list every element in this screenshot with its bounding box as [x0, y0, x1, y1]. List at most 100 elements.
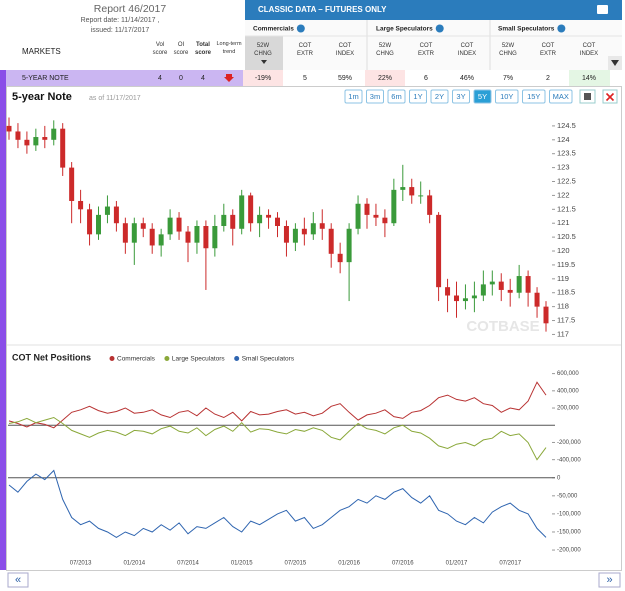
- y-tick-label: 0: [557, 475, 561, 481]
- y-tick-label: 400,000: [557, 388, 579, 394]
- y-tick-label: -200,000: [557, 548, 581, 554]
- candle-body: [462, 298, 468, 302]
- sub-head-line: EXTR: [540, 51, 557, 57]
- range-button[interactable]: [473, 89, 492, 104]
- y-tick-label: -400,000: [557, 457, 581, 463]
- selection-stripe: [0, 70, 6, 570]
- candle-body: [427, 195, 433, 215]
- y-tick-label: 118: [557, 302, 569, 311]
- sub-head-line: COT: [420, 43, 433, 49]
- range-label: 10Y: [500, 92, 513, 101]
- candle-body: [158, 234, 164, 246]
- range-button[interactable]: [522, 89, 546, 104]
- sub-head: COT INDEX: [336, 43, 354, 57]
- candle-body: [6, 125, 12, 132]
- candle-body: [391, 189, 397, 224]
- help-icon: [435, 24, 444, 33]
- candle-body: [328, 228, 334, 254]
- candle-body: [364, 203, 370, 215]
- cell: [569, 70, 610, 86]
- group-name: Large Speculators: [376, 26, 433, 33]
- candle-body: [203, 226, 209, 249]
- candle-body: [382, 217, 388, 224]
- sub-head: 52W CHNG: [499, 43, 517, 57]
- x-tick-label: 01/2014: [123, 561, 145, 567]
- candle-body: [87, 209, 93, 235]
- candle-body: [275, 217, 280, 226]
- cell: [406, 70, 446, 86]
- watermark: COTBASE: [466, 318, 539, 335]
- range-label: 1Y: [413, 92, 422, 101]
- candle-body: [400, 187, 406, 190]
- candle-body: [283, 226, 289, 243]
- print-icon[interactable]: [597, 5, 608, 14]
- sub-head-line: EXTR: [297, 51, 314, 57]
- cell: [325, 70, 366, 86]
- candle-body: [292, 228, 298, 243]
- sub-head: COT EXTR: [540, 43, 557, 57]
- sorted-column[interactable]: [245, 36, 283, 70]
- column-head-line: Total: [196, 42, 210, 48]
- candle-body: [454, 295, 459, 302]
- column-head: OI score: [174, 42, 189, 56]
- series-line: [8, 381, 547, 429]
- prev-button[interactable]: [7, 572, 29, 588]
- sub-head: COT EXTR: [297, 43, 314, 57]
- range-button[interactable]: [409, 89, 427, 104]
- candle-body: [185, 231, 191, 243]
- banner-title: CLASSIC DATA – FUTURES ONLY: [258, 5, 387, 14]
- range-button[interactable]: [387, 89, 406, 104]
- score: 4: [201, 75, 205, 82]
- legend-label: Commercials: [117, 356, 156, 363]
- range-label: 5Y: [478, 92, 487, 101]
- x-tick-label: 07/2013: [70, 561, 92, 567]
- y-tick-label: 124.5: [557, 121, 576, 130]
- y-tick-label: 121: [557, 218, 570, 227]
- candle-body: [248, 195, 254, 224]
- candle-body: [239, 195, 245, 229]
- sub-head-line: 52W: [379, 43, 392, 49]
- y-tick-label: 121.5: [557, 204, 576, 213]
- candle-body: [310, 223, 316, 235]
- range-button[interactable]: [430, 89, 449, 104]
- cell: [365, 70, 405, 86]
- sub-head-line: CHNG: [376, 51, 394, 57]
- y-tick-label: 118.5: [557, 288, 575, 297]
- chart-frame: [6, 86, 622, 571]
- y-tick-label: 200,000: [557, 406, 579, 412]
- candle-body: [33, 137, 39, 146]
- y-tick-label: -100,000: [557, 511, 581, 517]
- range-button[interactable]: [549, 89, 573, 104]
- candle-body: [445, 287, 451, 296]
- market-row[interactable]: [0, 70, 245, 86]
- sub-head-line: COT: [299, 43, 312, 49]
- y-tick-label: 120: [557, 246, 570, 255]
- range-button[interactable]: [495, 89, 519, 104]
- candle-body: [301, 228, 307, 235]
- prev-label: «: [15, 574, 21, 586]
- candle-body: [534, 292, 540, 307]
- y-tick-label: 122.5: [557, 176, 576, 185]
- column-head-line: trend: [223, 49, 236, 55]
- candle-body: [257, 214, 263, 224]
- candle-body: [131, 223, 137, 243]
- candle-body: [525, 276, 531, 293]
- legend-label: Small Speculators: [242, 356, 295, 363]
- issued-date: issued: 11/17/2017: [91, 27, 150, 34]
- range-label: 2Y: [435, 92, 444, 101]
- range-button[interactable]: [366, 89, 384, 104]
- candle-body: [42, 137, 48, 140]
- y-tick-label: 124: [557, 135, 570, 144]
- next-button[interactable]: [598, 572, 621, 588]
- column-head-line: Vol: [156, 42, 164, 48]
- candle-body: [355, 203, 361, 229]
- candle-body: [104, 206, 110, 215]
- score: 4: [158, 75, 162, 82]
- cell-value: 14%: [582, 75, 596, 82]
- candle-body: [543, 306, 549, 324]
- cell-value: 5: [303, 75, 307, 82]
- range-button[interactable]: [452, 89, 470, 104]
- x-tick-label: 01/2016: [338, 561, 360, 567]
- range-button[interactable]: [344, 89, 363, 104]
- sub-head-line: EXTR: [418, 51, 435, 57]
